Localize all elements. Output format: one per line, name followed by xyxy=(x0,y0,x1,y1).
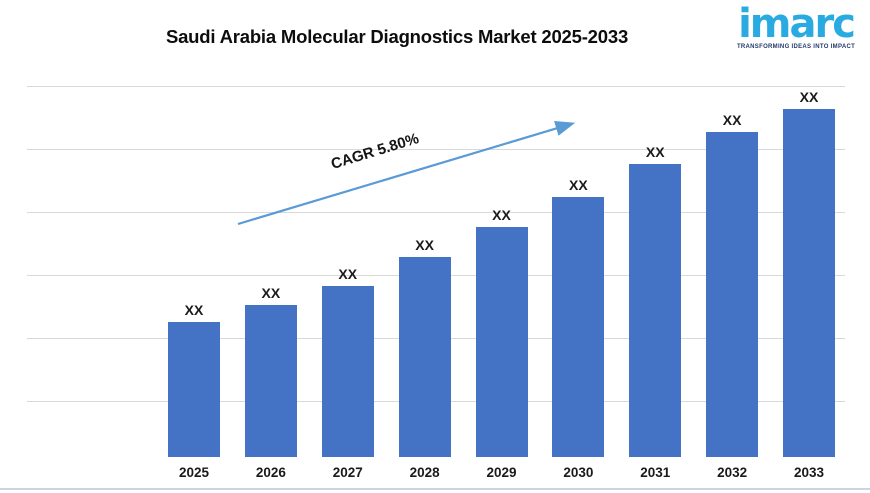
bar-value-label: XX xyxy=(338,265,358,282)
bar-value-label: XX xyxy=(492,206,511,223)
bar-column-2027: XX 2027 xyxy=(321,86,374,480)
gridline xyxy=(27,149,845,150)
bar-value-label: XX xyxy=(645,143,665,160)
x-axis-label: 2031 xyxy=(640,465,671,480)
bar-value-label: XX xyxy=(261,284,281,301)
bar-column-2025: XX 2025 xyxy=(168,86,220,480)
bar xyxy=(244,304,297,457)
bar-column-2030: XX 2030 xyxy=(552,86,605,480)
x-axis-label: 2026 xyxy=(255,465,286,480)
x-axis-label: 2029 xyxy=(486,465,517,480)
bar xyxy=(706,132,759,457)
trend-arrow xyxy=(237,121,576,226)
bar-value-label: XX xyxy=(415,237,434,254)
bar xyxy=(321,285,374,457)
bar xyxy=(783,109,835,457)
x-axis-label: 2028 xyxy=(409,465,440,480)
imarc-logo-brand-text: imarc xyxy=(738,1,856,47)
x-axis-label: 2027 xyxy=(332,465,363,480)
bar xyxy=(629,163,682,457)
bar-value-label: XX xyxy=(569,176,588,193)
bar-column-2032: XX 2032 xyxy=(706,86,759,480)
bar-value-label: XX xyxy=(722,112,742,129)
bar xyxy=(552,196,605,457)
bottom-border-line xyxy=(0,488,870,490)
page-title: Saudi Arabia Molecular Diagnostics Marke… xyxy=(165,26,629,47)
bar-column-2028: XX 2028 xyxy=(398,86,451,480)
bar xyxy=(475,226,528,457)
x-axis-label: 2030 xyxy=(563,465,594,480)
bar-value-label: XX xyxy=(799,89,819,106)
bar-value-label: XX xyxy=(184,301,204,318)
bars-group: XX 2025 XX 2026 XX 2027 XX 2028 XX 2029 XX 2030 XX 20… xyxy=(168,86,835,480)
bar-column-2026: XX 2026 xyxy=(244,86,297,480)
bar xyxy=(168,321,220,457)
bar-column-2033: XX 2033 xyxy=(783,86,835,480)
gridline xyxy=(27,86,845,87)
x-axis-label: 2025 xyxy=(178,465,210,480)
bar-column-2031: XX 2031 xyxy=(629,86,682,480)
x-axis-label: 2033 xyxy=(793,465,825,480)
bar-column-2029: XX 2029 xyxy=(475,86,528,480)
bar xyxy=(398,257,451,457)
plot-area: CAGR 5.80% XX 2025 XX 2026 XX 2027 XX 2028 XX 202… xyxy=(27,86,845,480)
x-axis-label: 2032 xyxy=(717,465,748,480)
imarc-logo: imarc TRANSFORMING IDEAS INTO IMPACT xyxy=(730,1,862,50)
imarc-logo-tagline: TRANSFORMING IDEAS INTO IMPACT xyxy=(736,44,856,50)
gridline xyxy=(27,212,845,213)
